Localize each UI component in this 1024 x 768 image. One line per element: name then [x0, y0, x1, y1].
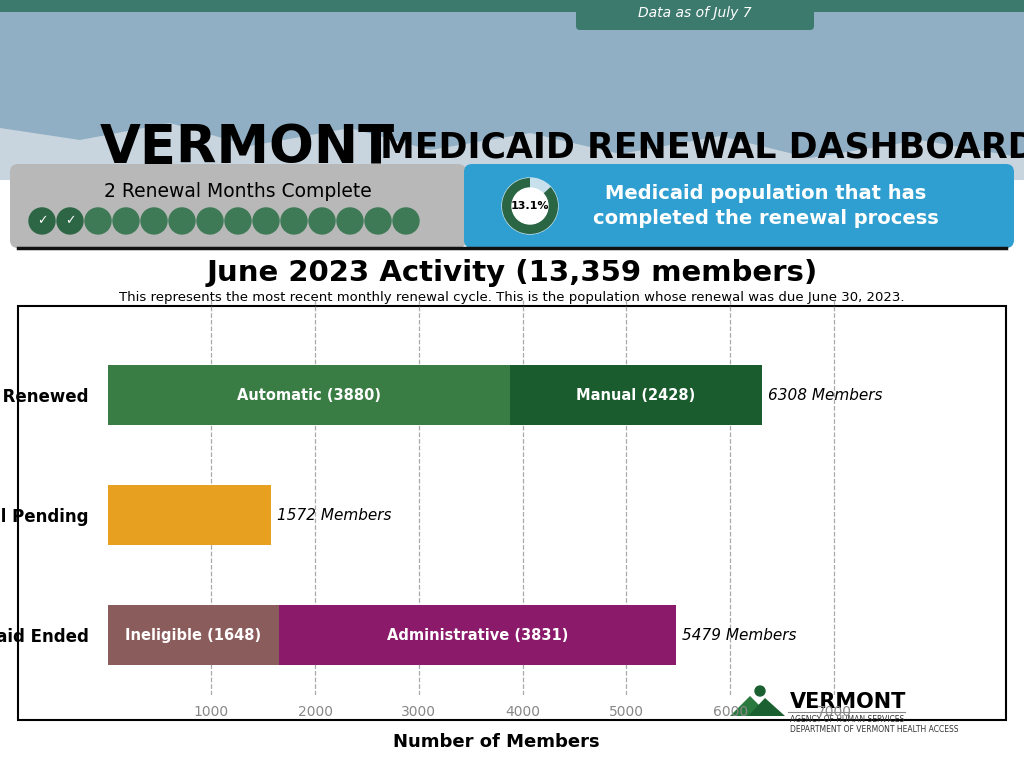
Text: Ineligible (1648): Ineligible (1648) [125, 627, 261, 643]
Circle shape [512, 188, 548, 224]
Polygon shape [0, 0, 1024, 158]
Bar [108, 366, 510, 425]
Bar [279, 605, 676, 665]
Text: VERMONT: VERMONT [790, 692, 906, 712]
X-axis label: Number of Members: Number of Members [393, 733, 600, 750]
Circle shape [253, 208, 279, 234]
Text: 13.1%: 13.1% [511, 201, 549, 211]
Bar [108, 485, 270, 545]
Circle shape [755, 686, 765, 696]
Bar [0, 180, 1024, 768]
Text: ✓: ✓ [65, 214, 75, 227]
Circle shape [141, 208, 167, 234]
Polygon shape [0, 0, 1024, 98]
Text: VERMONT: VERMONT [100, 122, 395, 174]
Circle shape [29, 208, 55, 234]
Text: 5479 Members: 5479 Members [682, 627, 797, 643]
Bar [510, 366, 762, 425]
Text: Manual (2428): Manual (2428) [577, 388, 695, 403]
Circle shape [502, 178, 558, 234]
Polygon shape [748, 698, 785, 716]
Text: June 2023 Activity (13,359 members): June 2023 Activity (13,359 members) [207, 259, 817, 287]
Text: 2 Renewal Months Complete: 2 Renewal Months Complete [104, 181, 372, 200]
Text: Medicaid population that has
completed the renewal process: Medicaid population that has completed t… [593, 184, 939, 228]
Text: Automatic (3880): Automatic (3880) [237, 388, 381, 403]
Circle shape [85, 208, 111, 234]
Text: Data as of July 7: Data as of July 7 [638, 6, 752, 20]
Text: MEDICAID RENEWAL DASHBOARD: MEDICAID RENEWAL DASHBOARD [368, 131, 1024, 165]
Text: Administrative (3831): Administrative (3831) [387, 627, 568, 643]
Circle shape [281, 208, 307, 234]
Circle shape [197, 208, 223, 234]
Bar [0, 0, 1024, 12]
Circle shape [57, 208, 83, 234]
Text: This represents the most recent monthly renewal cycle. This is the population wh: This represents the most recent monthly … [119, 292, 905, 304]
Bar [108, 605, 279, 665]
Polygon shape [0, 0, 1024, 132]
Wedge shape [502, 178, 558, 234]
FancyBboxPatch shape [464, 164, 1014, 248]
FancyBboxPatch shape [10, 164, 466, 248]
Bar [18, 306, 1006, 720]
Text: 6308 Members: 6308 Members [768, 388, 883, 403]
Circle shape [225, 208, 251, 234]
Text: DEPARTMENT OF VERMONT HEALTH ACCESS: DEPARTMENT OF VERMONT HEALTH ACCESS [790, 726, 958, 734]
Circle shape [309, 208, 335, 234]
Text: ✓: ✓ [37, 214, 47, 227]
Circle shape [169, 208, 195, 234]
FancyBboxPatch shape [575, 0, 814, 30]
Text: AGENCY OF HUMAN SERVICES: AGENCY OF HUMAN SERVICES [790, 716, 904, 724]
Bar [0, 0, 1024, 188]
Circle shape [393, 208, 419, 234]
Text: 1572 Members: 1572 Members [276, 508, 391, 523]
Circle shape [365, 208, 391, 234]
Circle shape [337, 208, 362, 234]
Circle shape [113, 208, 139, 234]
Polygon shape [730, 696, 770, 716]
